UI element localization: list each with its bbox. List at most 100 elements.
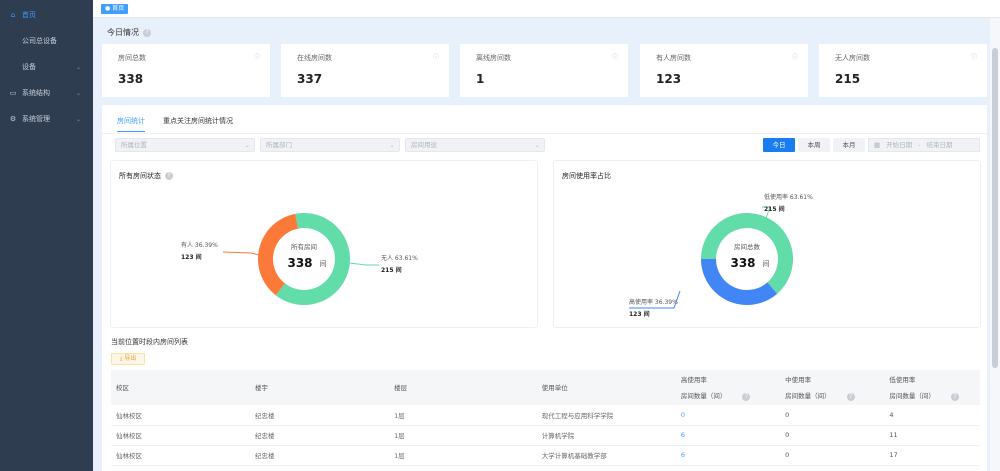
donut-slice-0[interactable] <box>275 213 350 305</box>
date-range-picker[interactable]: ▦ 开始日期 - 结束日期 <box>868 138 980 152</box>
help-icon[interactable]: ? <box>742 392 751 401</box>
start-date-input[interactable]: 开始日期 <box>886 141 913 149</box>
department-placeholder: 所属部门 <box>266 141 292 149</box>
scrollbar[interactable] <box>990 18 1000 471</box>
chevron-down-icon: ⌄ <box>389 141 395 149</box>
table-cell: 0 <box>675 405 781 426</box>
this-week-button[interactable]: 本周 <box>798 138 830 152</box>
donut-slice-0[interactable] <box>701 213 793 294</box>
stat-value: 1 <box>476 72 485 86</box>
calendar-icon: ▦ <box>874 141 881 149</box>
sidebar-item-home[interactable]: ⌂ 首页 <box>0 2 93 28</box>
department-select[interactable]: 所属部门 ⌄ <box>260 138 400 152</box>
stat-card: 房间总数 ⓘ 338 <box>102 44 270 97</box>
table-cell: 仙林校区 <box>111 445 251 466</box>
column-header-line2: 房间数量（间） <box>889 391 935 400</box>
info-icon[interactable]: ⓘ <box>791 54 798 61</box>
slice-value-label: 215 间 <box>381 266 402 274</box>
column-header-line1: 中使用率 <box>785 375 812 384</box>
table-cell: 0 <box>780 425 885 446</box>
sidebar-item-company-devices[interactable]: 公司总设备 <box>0 28 93 54</box>
help-icon[interactable]: ? <box>165 172 173 180</box>
gear-icon: ⚙ <box>9 115 17 123</box>
tab-key-room-statistics[interactable]: 重点关注房间统计情况 <box>163 117 233 125</box>
usage-select[interactable]: 房间用途 ⌄ <box>405 138 545 152</box>
column-header: 使用单位 <box>536 370 676 405</box>
chart-title: 所有房间状态 <box>119 172 161 180</box>
info-icon[interactable]: ⓘ <box>611 54 618 61</box>
slice-value-label: 123 间 <box>181 253 202 261</box>
stat-value: 215 <box>835 72 861 86</box>
chevron-down-icon: ⌄ <box>75 115 81 123</box>
center-value: 338 <box>287 256 312 270</box>
table-cell: 计算机学院 <box>536 425 676 446</box>
table-cell: 1层 <box>389 405 537 426</box>
center-label: 房间总数 <box>734 242 761 251</box>
stat-label: 无人房间数 <box>835 54 870 62</box>
stat-value: 337 <box>297 72 323 86</box>
help-icon[interactable]: ? <box>950 392 959 401</box>
stat-card: 离线房间数 ⓘ 1 <box>460 44 628 97</box>
table-cell: 现代工程与应用科学学院 <box>536 405 676 426</box>
info-icon[interactable]: ⓘ <box>432 54 439 61</box>
room-table: 校区 楼宇 楼层 使用单位 高使用率 房间数量（间） ? 中使用率 房间数量（间） ? 低使用率… <box>111 370 980 466</box>
room-status-donut: 所有房间 338 间 有人 36.39% 123 间 无人 63.61% 215 间 <box>181 213 418 305</box>
slice-label: 低使用率 63.61% <box>764 193 813 201</box>
location-select[interactable]: 所属位置 ⌄ <box>115 138 255 152</box>
sidebar-item-label: 系统结构 <box>22 89 50 97</box>
stat-label: 离线房间数 <box>476 54 511 62</box>
donut-slice-1[interactable] <box>258 213 299 296</box>
tag-label: 首页 <box>112 5 125 12</box>
center-unit: 间 <box>320 260 327 268</box>
table-cell: 纪忠楼 <box>250 445 390 466</box>
column-header: 低使用率 房间数量（间） ? <box>884 370 980 405</box>
table-cell: 仙林校区 <box>111 425 251 446</box>
label-leader-line <box>348 262 379 266</box>
info-icon[interactable]: ⓘ <box>253 54 260 61</box>
stat-card: 无人房间数 ⓘ 215 <box>819 44 987 97</box>
stat-label: 有人房间数 <box>656 54 691 62</box>
section-title: 今日情况? <box>107 27 151 38</box>
range-separator: - <box>918 141 921 149</box>
center-unit: 间 <box>763 260 770 268</box>
export-button[interactable]: ⤓ 导出 <box>111 353 145 365</box>
stat-value: 338 <box>118 72 144 86</box>
tags-bar: ● 首页 <box>93 0 1000 18</box>
today-button[interactable]: 今日 <box>763 138 795 152</box>
sidebar-item-label: 首页 <box>22 11 36 19</box>
table-cell: 1层 <box>389 445 537 466</box>
center-label: 所有房间 <box>291 242 317 251</box>
chart-title: 房间使用率占比 <box>562 172 611 180</box>
table-row[interactable]: 仙林校区 纪忠楼 1层 大学计算机基础教学部 6 0 17 <box>111 445 980 466</box>
tab-room-statistics[interactable]: 房间统计 <box>117 116 145 132</box>
table-row[interactable]: 仙林校区 纪忠楼 1层 计算机学院 6 0 11 <box>111 425 980 446</box>
table-cell: 纪忠楼 <box>250 405 390 426</box>
table-cell: 仙林校区 <box>111 405 251 426</box>
sidebar-item-system-management[interactable]: ⚙ 系统管理 ⌄ <box>0 106 93 132</box>
usage-placeholder: 房间用途 <box>411 141 437 149</box>
sidebar-item-label: 设备 <box>22 63 36 71</box>
table-cell: 大学计算机基础教学部 <box>536 445 676 466</box>
column-header-line2: 房间数量（间） <box>680 391 727 400</box>
chevron-down-icon: ⌄ <box>534 141 540 149</box>
sidebar-item-system-structure[interactable]: ▭ 系统结构 ⌄ <box>0 80 93 106</box>
sidebar: ⌂ 首页 公司总设备 设备 ⌄ ▭ 系统结构 ⌄ ⚙ 系统管理 ⌄ <box>0 0 93 471</box>
column-header-line2: 房间数量（间） <box>785 391 831 400</box>
column-header: 中使用率房间数量（间） ? <box>780 370 885 405</box>
sidebar-item-devices[interactable]: 设备 ⌄ <box>0 54 93 80</box>
sidebar-item-label: 公司总设备 <box>22 37 57 45</box>
slice-value-label: 123 间 <box>629 310 650 318</box>
table-row[interactable]: 仙林校区 纪忠楼 1层 现代工程与应用科学学院 0 0 4 <box>111 405 980 426</box>
this-month-button[interactable]: 本月 <box>833 138 865 152</box>
tab-tag-home[interactable]: ● 首页 <box>101 4 129 14</box>
end-date-input[interactable]: 结束日期 <box>926 141 953 149</box>
table-cell: 11 <box>884 425 980 446</box>
help-icon[interactable]: ? <box>143 28 151 37</box>
info-icon[interactable]: ⓘ <box>970 54 977 61</box>
help-icon[interactable]: ? <box>846 392 855 401</box>
chevron-down-icon: ⌄ <box>75 89 81 97</box>
table-cell: 1层 <box>389 425 537 446</box>
slice-label: 高使用率 36.39% <box>629 298 678 306</box>
scrollbar-thumb[interactable] <box>992 48 998 368</box>
donut-slice-1[interactable] <box>701 259 778 305</box>
